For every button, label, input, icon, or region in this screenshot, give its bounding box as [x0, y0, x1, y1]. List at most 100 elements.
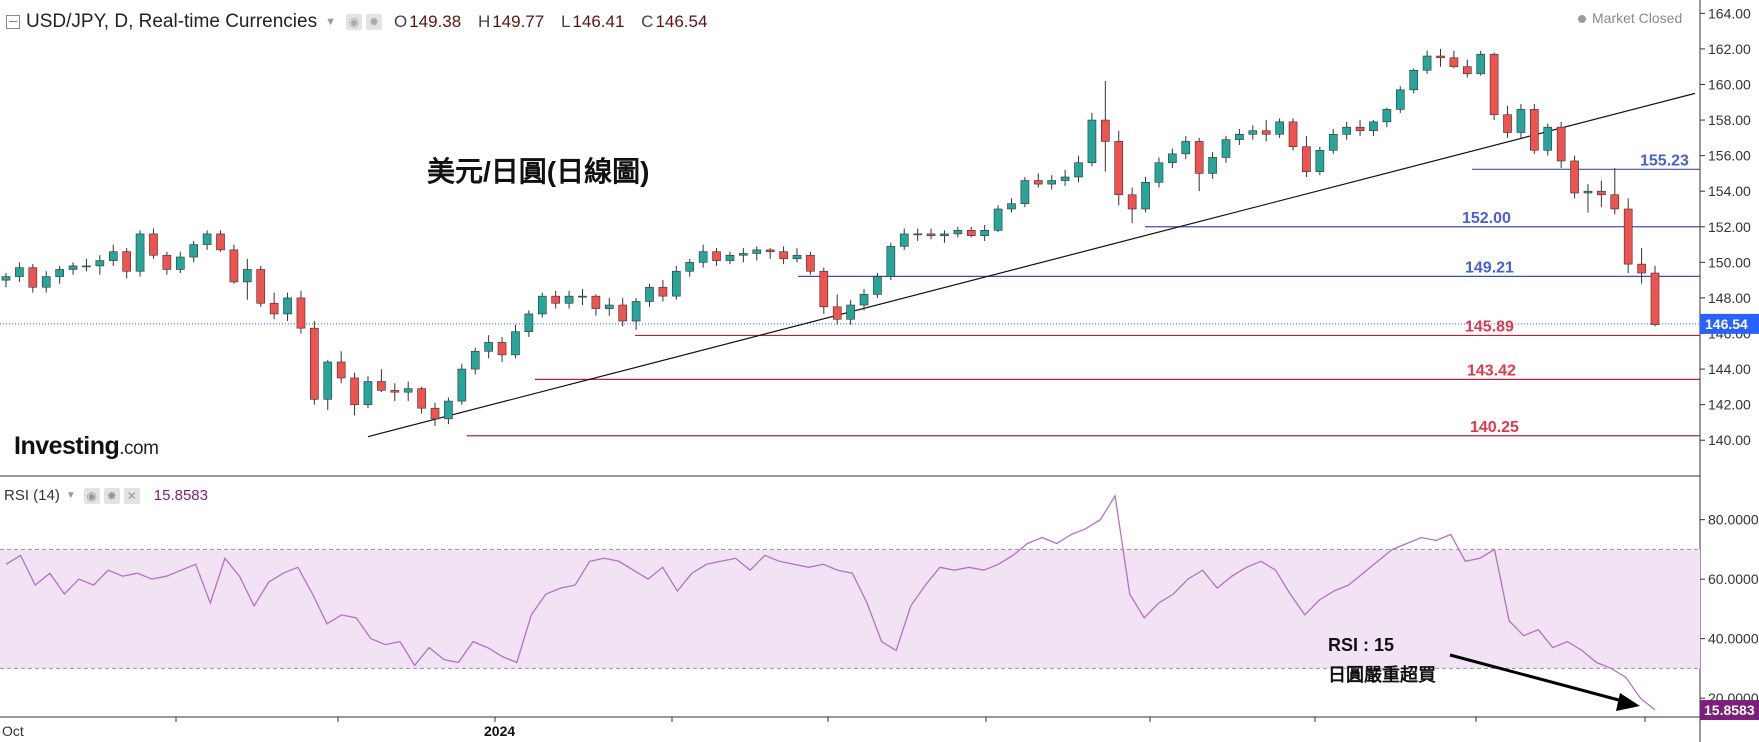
- price-tick-label: 152.00: [1708, 219, 1751, 235]
- candle-up: [1395, 89, 1405, 110]
- candle-up: [403, 388, 413, 393]
- candle-up: [886, 246, 896, 277]
- candle-up: [739, 253, 748, 256]
- chevron-down-icon[interactable]: ▼: [65, 490, 76, 501]
- candle-down: [658, 286, 668, 297]
- candle-up: [792, 254, 802, 260]
- gear-icon[interactable]: ✹: [365, 14, 382, 30]
- support-label: 143.42: [1467, 362, 1516, 379]
- candle-up: [189, 244, 199, 258]
- candle-down: [417, 388, 426, 409]
- resistance-label: 155.23: [1640, 152, 1689, 169]
- candle-down: [1355, 126, 1365, 132]
- candle-down: [1462, 66, 1472, 75]
- price-tick-label: 140.00: [1708, 432, 1751, 448]
- candle-down: [1261, 130, 1271, 135]
- rsi-title[interactable]: RSI (14): [4, 487, 60, 504]
- support-label: 140.25: [1470, 419, 1519, 436]
- arrow-icon: [1449, 653, 1631, 705]
- candle-up: [980, 230, 989, 236]
- candle-up: [15, 267, 24, 277]
- candle-up: [323, 361, 333, 400]
- candle-up: [457, 368, 467, 402]
- candle-down: [216, 233, 225, 251]
- investing-logo: Investing.com: [14, 432, 159, 460]
- candle-down: [1194, 141, 1204, 174]
- candle-down: [591, 295, 601, 309]
- candle-up: [537, 295, 547, 315]
- close-icon[interactable]: ✕: [123, 487, 140, 504]
- rsi-annotation: RSI : 15 日圓嚴重超買: [1328, 635, 1436, 685]
- candle-up: [1020, 180, 1030, 204]
- candle-up: [1168, 153, 1177, 164]
- candle-up: [752, 249, 762, 254]
- candle-up: [1208, 157, 1217, 174]
- chevron-down-icon[interactable]: ▼: [325, 16, 336, 28]
- eye-icon[interactable]: ◉: [345, 14, 362, 30]
- candle-up: [698, 251, 708, 263]
- rsi-tick-label: 80.0000: [1708, 512, 1759, 528]
- candle-down: [1623, 208, 1633, 265]
- candle-up: [1476, 53, 1486, 75]
- candle-down: [1449, 57, 1459, 67]
- candle-down: [765, 249, 775, 252]
- candle-up: [672, 270, 681, 297]
- candle-down: [806, 254, 815, 272]
- candle-up: [1248, 130, 1258, 135]
- candle-up: [444, 400, 453, 420]
- candle-down: [1288, 121, 1298, 148]
- candle-down: [28, 267, 38, 288]
- candle-down: [1530, 109, 1539, 151]
- candle-down: [430, 407, 440, 420]
- candle-up: [175, 256, 185, 270]
- resistance-label: 149.21: [1465, 259, 1514, 276]
- candle-up: [82, 265, 91, 268]
- gear-icon[interactable]: ✹: [103, 487, 120, 504]
- high-value: 149.77: [492, 12, 545, 31]
- candle-up: [873, 276, 882, 295]
- candle-up: [859, 294, 869, 306]
- eye-icon[interactable]: ◉: [83, 487, 100, 504]
- candle-up: [511, 331, 520, 356]
- candle-down: [390, 390, 400, 393]
- candle-up: [631, 301, 641, 322]
- candle-down: [926, 233, 936, 236]
- candle-up: [1543, 126, 1553, 151]
- candle-up: [108, 251, 118, 261]
- candle-down: [162, 254, 172, 270]
- candle-up: [1516, 109, 1526, 133]
- symbol-title[interactable]: USD/JPY, D, Real-time Currencies: [26, 11, 318, 32]
- candle-up: [564, 295, 574, 304]
- candle-up: [1221, 139, 1231, 158]
- candle-down: [712, 251, 721, 261]
- candle-up: [993, 208, 1003, 231]
- candle-down: [966, 230, 976, 236]
- candle-down: [229, 249, 239, 283]
- rsi-tick-label: 60.0000: [1708, 571, 1759, 587]
- candle-up: [363, 381, 373, 405]
- candle-up: [1328, 133, 1338, 151]
- market-status: Market Closed: [1578, 10, 1682, 26]
- candle-up: [202, 233, 212, 245]
- candle-up: [55, 269, 64, 277]
- candle-up: [1315, 149, 1325, 172]
- price-tick-label: 154.00: [1708, 183, 1751, 199]
- chart-annotation-title: 美元/日圓(日線圖): [427, 156, 650, 187]
- candle-down: [122, 251, 131, 272]
- candle-up: [725, 254, 735, 261]
- collapse-icon[interactable]: [6, 15, 20, 29]
- candle-up: [1087, 119, 1097, 164]
- price-tick-label: 164.00: [1708, 5, 1751, 21]
- candle-down: [269, 302, 279, 315]
- price-tick-label: 162.00: [1708, 41, 1751, 57]
- time-label-2024: 2024: [484, 723, 515, 739]
- close-value: 146.54: [655, 12, 708, 31]
- candle-down: [1597, 190, 1606, 196]
- candle-down: [551, 295, 560, 304]
- candle-down: [310, 327, 319, 400]
- candle-down: [149, 233, 158, 256]
- candle-up: [913, 233, 922, 236]
- candle-up: [1181, 141, 1191, 155]
- candle-up: [1, 276, 11, 281]
